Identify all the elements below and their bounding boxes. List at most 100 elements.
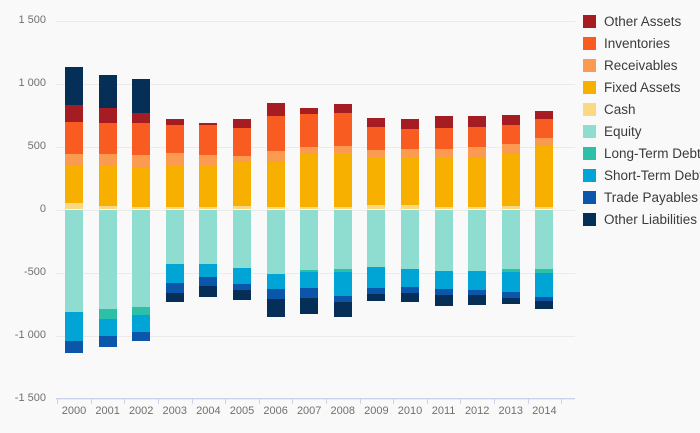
bar-segment[interactable]: [468, 158, 487, 207]
bar-segment[interactable]: [98, 309, 117, 320]
bar-segment[interactable]: [266, 209, 285, 274]
bar-segment[interactable]: [132, 206, 151, 210]
bar-segment[interactable]: [434, 294, 453, 306]
bar-segment[interactable]: [233, 284, 251, 291]
bar-segment[interactable]: [333, 301, 352, 317]
bar-segment[interactable]: [401, 119, 419, 130]
bar-segment[interactable]: [165, 283, 184, 293]
bar-segment[interactable]: [333, 295, 352, 302]
bar-segment[interactable]: [468, 206, 487, 210]
bar-segment[interactable]: [367, 266, 386, 288]
bar-segment[interactable]: [367, 287, 386, 295]
bar-segment[interactable]: [501, 205, 520, 210]
bar-segment[interactable]: [501, 297, 520, 304]
legend-item[interactable]: Other Liabilities: [583, 208, 700, 230]
bar-segment[interactable]: [367, 294, 386, 302]
bar-segment[interactable]: [65, 340, 83, 353]
bar-segment[interactable]: [367, 118, 386, 127]
bar-segment[interactable]: [367, 156, 386, 206]
bar-segment[interactable]: [367, 126, 386, 150]
bar-segment[interactable]: [233, 205, 251, 210]
legend-item[interactable]: Other Assets: [583, 10, 700, 32]
bar-segment[interactable]: [300, 113, 319, 148]
bar-segment[interactable]: [535, 138, 554, 146]
bar-segment[interactable]: [434, 209, 453, 271]
bar-segment[interactable]: [266, 274, 285, 289]
bar-segment[interactable]: [266, 289, 285, 300]
bar-segment[interactable]: [98, 75, 117, 109]
bar-segment[interactable]: [65, 105, 83, 123]
bar-segment[interactable]: [165, 125, 184, 153]
legend-item[interactable]: Trade Payables: [583, 186, 700, 208]
bar-segment[interactable]: [401, 156, 419, 206]
bar-segment[interactable]: [300, 209, 319, 270]
bar-segment[interactable]: [434, 116, 453, 129]
bar-segment[interactable]: [434, 289, 453, 295]
bar-segment[interactable]: [434, 128, 453, 150]
bar-segment[interactable]: [165, 264, 184, 284]
bar-segment[interactable]: [199, 125, 218, 156]
bar-segment[interactable]: [333, 271, 352, 296]
bar-segment[interactable]: [132, 314, 151, 333]
bar-segment[interactable]: [266, 116, 285, 151]
bar-segment[interactable]: [300, 269, 319, 273]
bar-segment[interactable]: [367, 150, 386, 157]
bar-segment[interactable]: [98, 108, 117, 124]
bar-segment[interactable]: [165, 119, 184, 126]
bar-segment[interactable]: [132, 209, 151, 307]
bar-segment[interactable]: [300, 207, 319, 210]
bar-segment[interactable]: [333, 207, 352, 210]
legend-item[interactable]: Fixed Assets: [583, 76, 700, 98]
bar-segment[interactable]: [266, 102, 285, 117]
bar-segment[interactable]: [434, 157, 453, 208]
bar-segment[interactable]: [501, 268, 520, 272]
bar-segment[interactable]: [300, 272, 319, 289]
bar-segment[interactable]: [233, 119, 251, 129]
bar-segment[interactable]: [199, 207, 218, 210]
bar-segment[interactable]: [98, 154, 117, 167]
legend-item[interactable]: Short-Term Debt: [583, 164, 700, 186]
bar-segment[interactable]: [333, 153, 352, 208]
bar-segment[interactable]: [65, 122, 83, 155]
bar-segment[interactable]: [132, 78, 151, 113]
legend-item[interactable]: Inventories: [583, 32, 700, 54]
bar-segment[interactable]: [367, 205, 386, 210]
bar-segment[interactable]: [233, 209, 251, 269]
bar-segment[interactable]: [233, 268, 251, 285]
bar-segment[interactable]: [233, 161, 251, 206]
bar-segment[interactable]: [132, 306, 151, 315]
bar-segment[interactable]: [165, 292, 184, 302]
bar-segment[interactable]: [132, 123, 151, 155]
bar-segment[interactable]: [98, 166, 117, 206]
bar-segment[interactable]: [468, 209, 487, 271]
bar-segment[interactable]: [535, 300, 554, 310]
bar-segment[interactable]: [501, 115, 520, 125]
bar-segment[interactable]: [233, 155, 251, 162]
bar-segment[interactable]: [266, 150, 285, 162]
bar-segment[interactable]: [300, 298, 319, 315]
legend-item[interactable]: Cash: [583, 98, 700, 120]
bar-segment[interactable]: [468, 294, 487, 305]
bar-segment[interactable]: [98, 205, 117, 210]
bar-segment[interactable]: [333, 103, 352, 114]
bar-segment[interactable]: [233, 290, 251, 301]
bar-segment[interactable]: [401, 205, 419, 210]
bar-segment[interactable]: [266, 207, 285, 210]
bar-segment[interactable]: [434, 207, 453, 210]
bar-segment[interactable]: [199, 123, 218, 126]
bar-segment[interactable]: [165, 209, 184, 265]
bar-segment[interactable]: [401, 287, 419, 293]
bar-segment[interactable]: [468, 116, 487, 128]
bar-segment[interactable]: [132, 332, 151, 341]
bar-segment[interactable]: [132, 154, 151, 168]
bar-segment[interactable]: [266, 299, 285, 318]
bar-segment[interactable]: [65, 209, 83, 313]
bar-segment[interactable]: [468, 289, 487, 295]
bar-segment[interactable]: [165, 152, 184, 166]
bar-segment[interactable]: [535, 119, 554, 139]
bar-segment[interactable]: [501, 292, 520, 298]
legend-item[interactable]: Equity: [583, 120, 700, 142]
bar-segment[interactable]: [65, 203, 83, 210]
bar-segment[interactable]: [501, 209, 520, 269]
bar-segment[interactable]: [65, 154, 83, 166]
